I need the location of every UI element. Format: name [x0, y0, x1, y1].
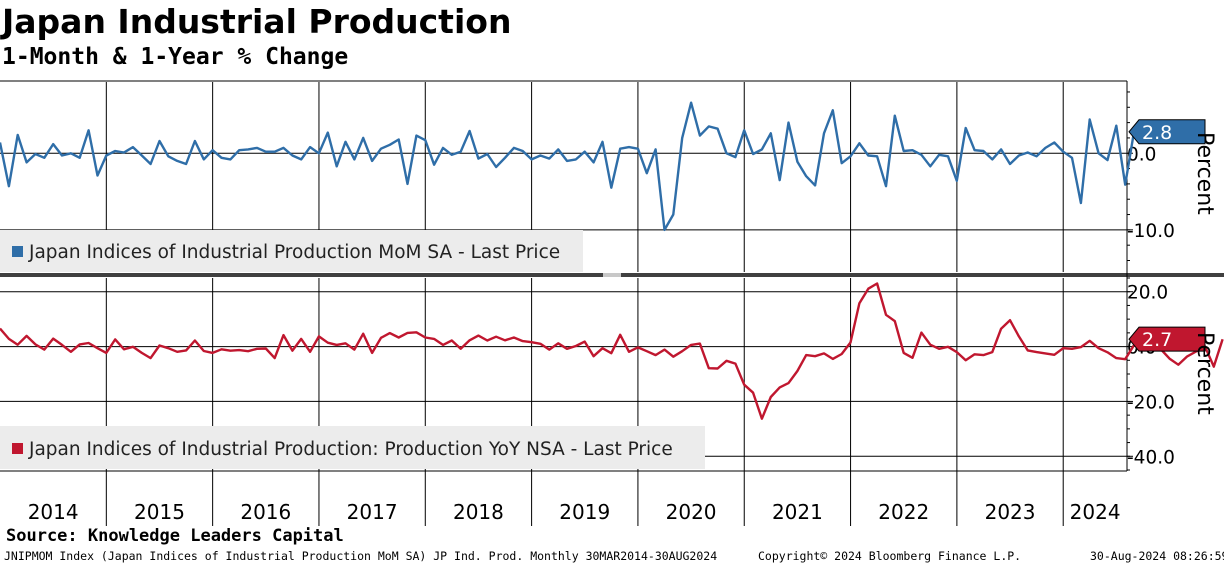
mom-legend-box	[0, 230, 583, 272]
mom-legend-swatch	[12, 246, 23, 257]
year-label: 2016	[240, 500, 291, 524]
x-axis-year-labels: 2014 2015 2016 2017 2018 2019 2020 2021 2022 2023…	[28, 500, 1121, 524]
ticker-info: JNIPMOM Index (Japan Indices of Industri…	[4, 549, 718, 563]
yoy-legend-swatch	[12, 443, 23, 454]
year-label: 2023	[985, 500, 1036, 524]
timestamp: 30-Aug-2024 08:26:59	[1090, 549, 1224, 563]
yoy-y-axis-title: Percent	[1192, 332, 1217, 415]
mom-last-value-tag: 2.8	[1128, 119, 1206, 145]
yoy-panel: 20.00.0-20.0-40.02.7	[0, 277, 1224, 471]
year-label: 2021	[772, 500, 823, 524]
copyright-note: Copyright© 2024 Bloomberg Finance L.P.	[758, 549, 1022, 563]
year-label: 2020	[666, 500, 717, 524]
year-label: 2024	[1070, 500, 1121, 524]
yoy-ytick-label: -20.0	[1127, 392, 1175, 413]
mom-last-value-label: 2.8	[1142, 122, 1172, 144]
yoy-ytick-label: -40.0	[1127, 447, 1175, 468]
year-label: 2015	[134, 500, 185, 524]
yoy-last-value-tag: 2.7	[1128, 326, 1206, 352]
panel-separator-handle	[603, 273, 621, 277]
mom-panel: 0.0 -10.0 2.8	[0, 91, 1206, 262]
year-gridlines	[105, 82, 1064, 526]
mom-legend-label: Japan Indices of Industrial Production M…	[28, 242, 560, 263]
yoy-legend-box	[0, 426, 705, 469]
mom-last-value-tag-shape	[1128, 119, 1206, 145]
chart-title: Japan Industrial Production	[2, 2, 512, 41]
yoy-legend-label: Japan Indices of Industrial Production: …	[28, 439, 673, 460]
mom-y-axis-title: Percent	[1192, 132, 1217, 215]
year-label: 2019	[559, 500, 610, 524]
year-label: 2022	[878, 500, 929, 524]
chart-subtitle: 1-Month & 1-Year % Change	[2, 44, 349, 70]
source-note: Source: Knowledge Leaders Capital	[6, 526, 344, 546]
yoy-series-line	[0, 282, 1224, 420]
year-label: 2014	[28, 500, 79, 524]
year-label: 2017	[347, 500, 398, 524]
mom-ytick-label: -10.0	[1127, 221, 1175, 242]
yoy-last-value-label: 2.7	[1142, 329, 1172, 351]
year-label: 2018	[453, 500, 504, 524]
chart-area: 0.0 -10.0 2.8 20.0 0.0 -20.0 -40.0 2.7 Japan I…	[0, 80, 1224, 526]
mom-series-line	[0, 101, 1136, 232]
mom-ytick-label: 0.0	[1127, 144, 1156, 165]
yoy-last-value-tag-shape	[1128, 326, 1206, 352]
yoy-ytick-label: 20.0	[1127, 283, 1168, 304]
